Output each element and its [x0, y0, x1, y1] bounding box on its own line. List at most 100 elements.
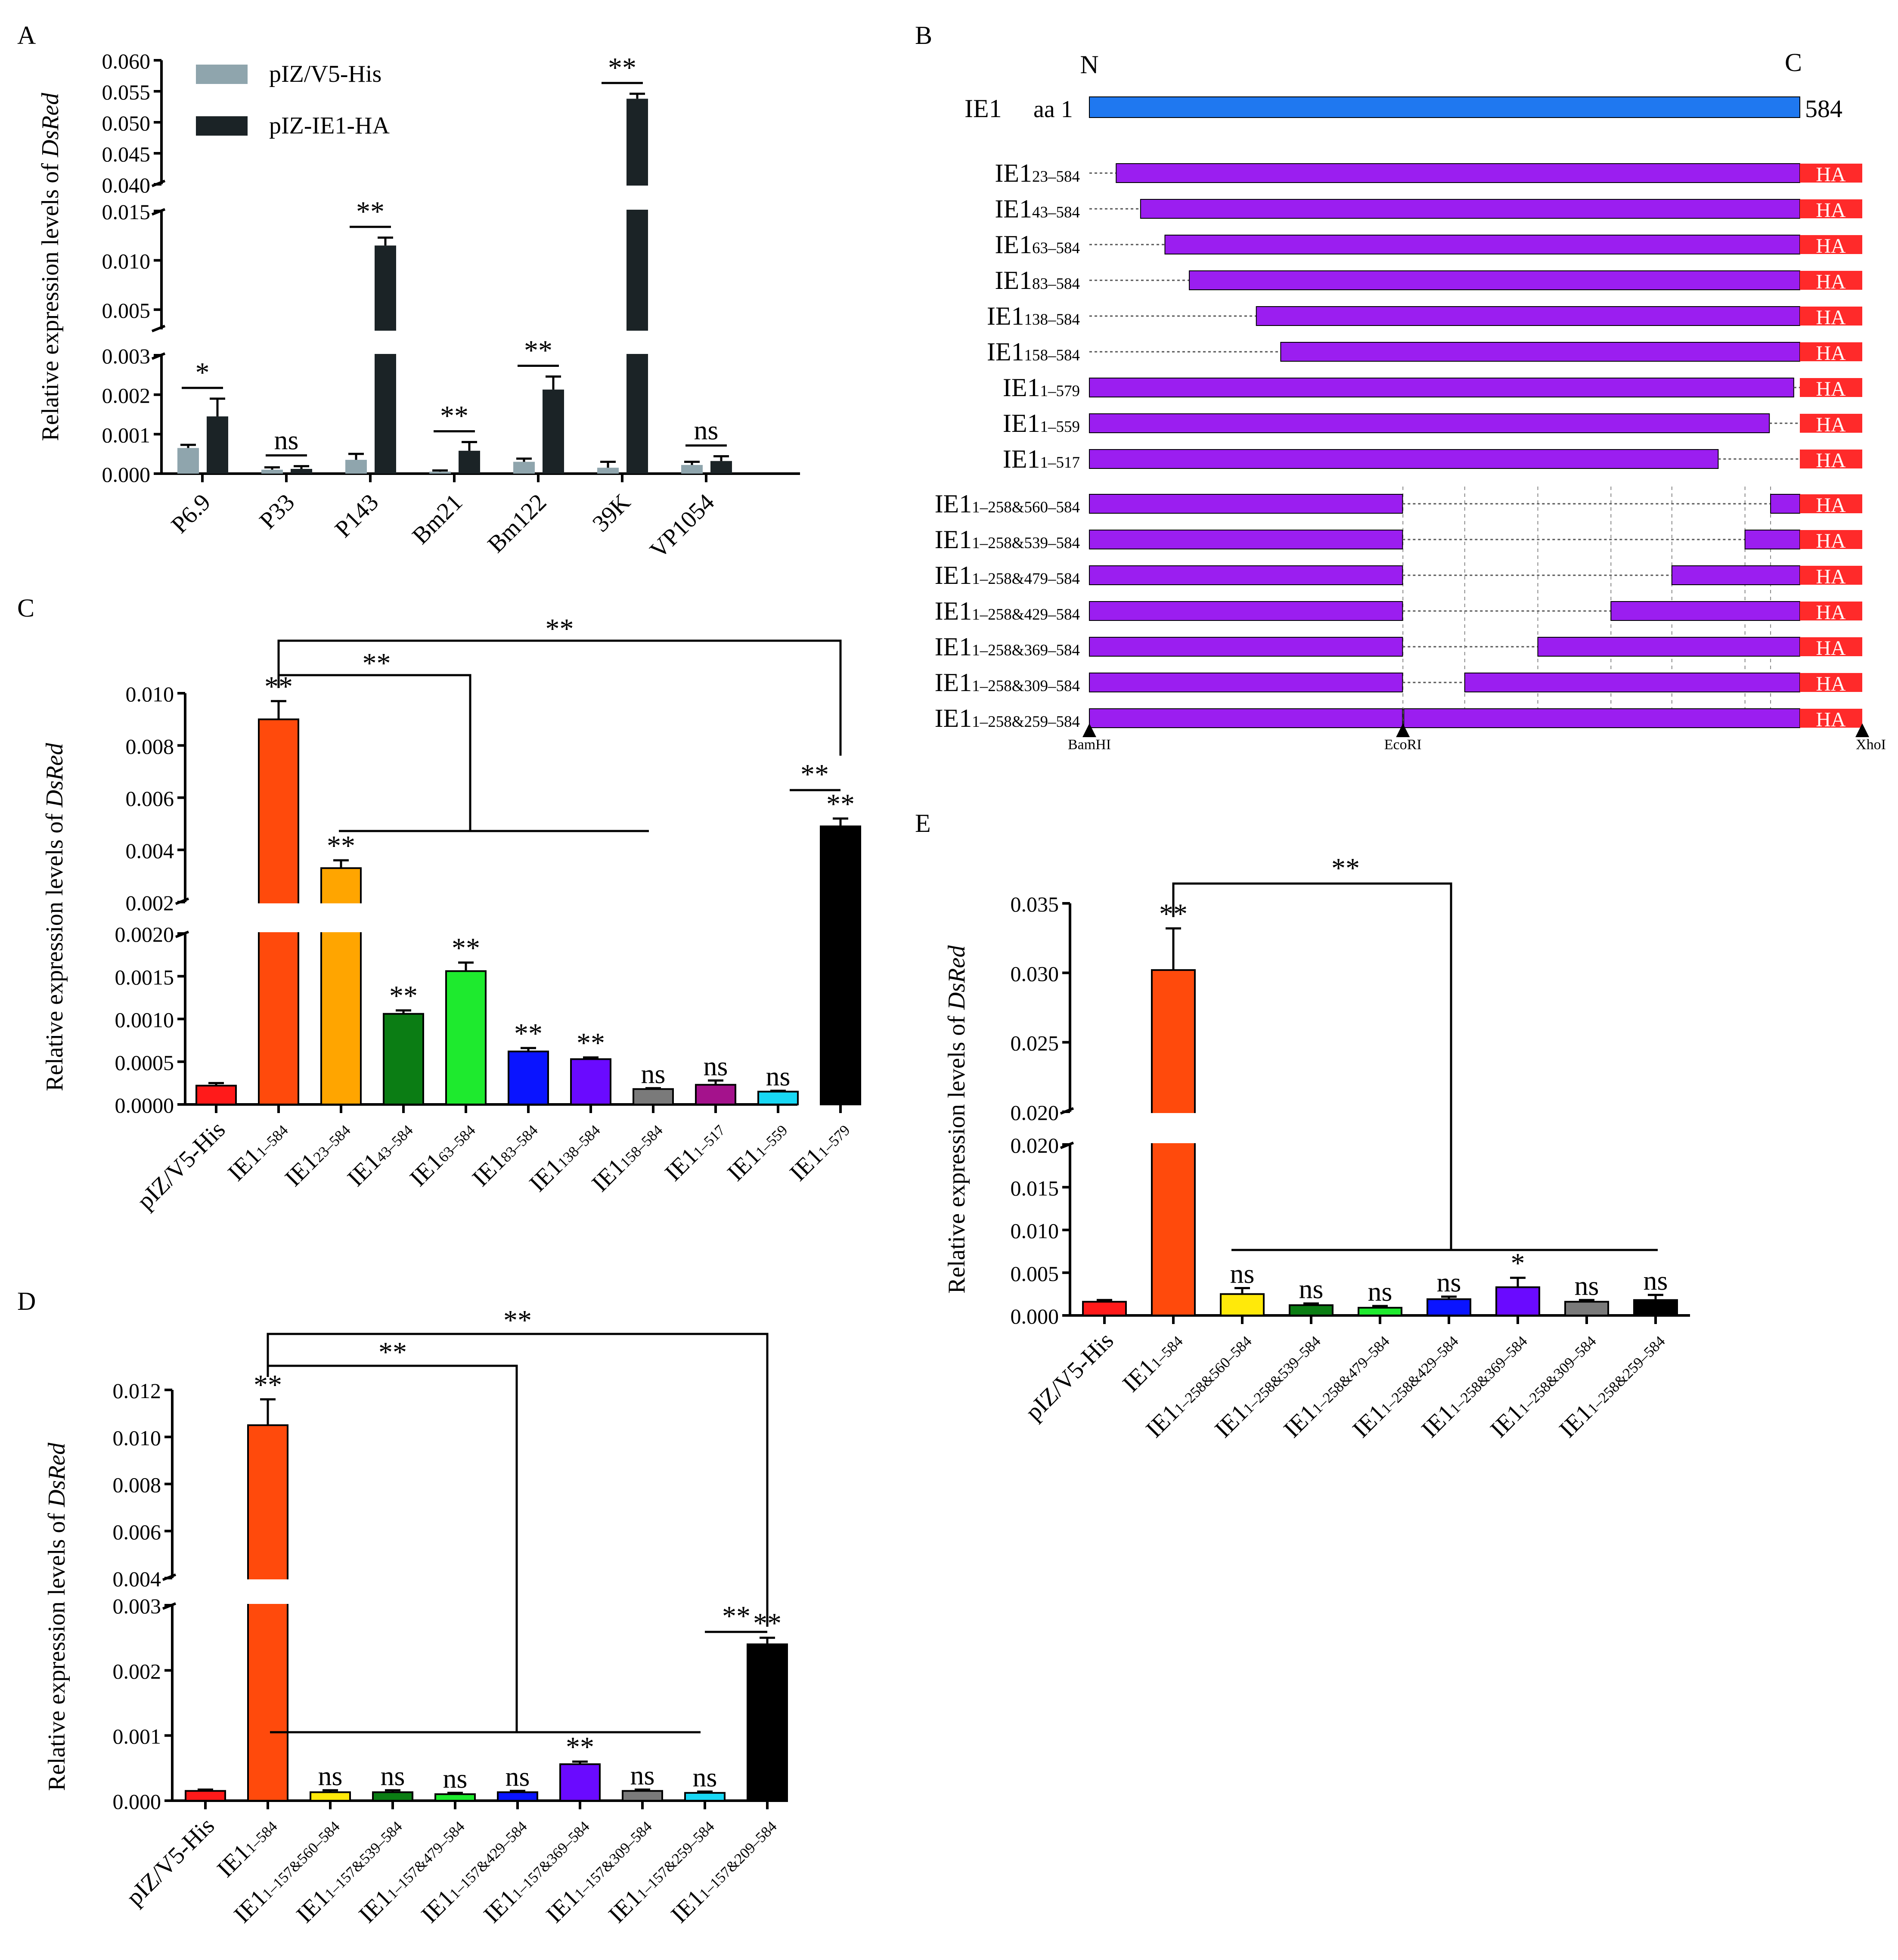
- e-y-axis-title: Relative expression levels of DsRed: [943, 945, 970, 1294]
- b-ha-tag-label: HA: [1816, 199, 1846, 222]
- c-x-tick-label-base: pIZ/V5-His: [132, 1116, 231, 1215]
- b-construct-label: IE11–517: [1003, 445, 1080, 473]
- b-construct-label-sub: 158–584: [1024, 347, 1080, 364]
- b-full-length-bar: [1089, 96, 1800, 118]
- b-construct-segment: [1464, 673, 1800, 692]
- a-bar-ie1: [710, 461, 732, 474]
- b-construct-label-sub: 1–258&429–584: [972, 606, 1080, 623]
- c-x-tick-label: IE11–559: [722, 1116, 792, 1186]
- b-construct-label-base: IE1: [1003, 373, 1040, 402]
- a-x-tick-label: P6.9: [166, 489, 216, 538]
- a-x-tick-label: Bm122: [483, 489, 552, 558]
- d-bracket: [267, 1333, 769, 1627]
- d-x-tick-label: IE11–584: [212, 1812, 282, 1882]
- b-construct-segment: [1116, 163, 1800, 183]
- e-bar: [1633, 1299, 1678, 1317]
- d-significance-label: ns: [693, 1762, 717, 1793]
- b-construct-label: IE11–559: [1003, 409, 1080, 437]
- a-bar-vector: [597, 468, 619, 474]
- a-x-tick-label-base: VP1054: [645, 489, 720, 564]
- b-construct-label-sub: 63–584: [1032, 239, 1080, 257]
- c-axis-break-gap: [189, 903, 797, 932]
- a-x-tick-label: VP1054: [645, 489, 720, 564]
- d-bar: [247, 1424, 288, 1802]
- panel-c: C 0.0000 0.0005 0.0010 0.0015 0.0020 0.002 0.00…: [17, 594, 861, 1215]
- c-bar: [570, 1058, 611, 1105]
- b-ha-tag: [1800, 164, 1862, 183]
- c-bracket-label: **: [363, 648, 391, 679]
- c-x-tick-label: IE11–579: [785, 1116, 855, 1186]
- a-axis-break-mark: [151, 325, 166, 332]
- c-y-tick-label: 0.0000: [115, 1093, 174, 1117]
- e-significance-label: ns: [1437, 1267, 1461, 1297]
- b-construct-label: IE11–258&309–584: [935, 668, 1080, 697]
- b-construct-segment: [1610, 601, 1801, 621]
- d-y-axis-title-prefix: Relative expression levels of: [43, 1507, 70, 1791]
- a-axis-break-gap: [260, 331, 316, 354]
- b-restriction-site-marker: [1855, 723, 1869, 737]
- d-x-tick-label-base: pIZ/V5-His: [121, 1812, 220, 1911]
- d-bracket-label: **: [722, 1600, 751, 1632]
- b-c-terminus-label: C: [1785, 48, 1802, 77]
- a-x-tick-label: Bm21: [407, 489, 468, 549]
- b-ha-tag-label: HA: [1816, 306, 1846, 329]
- b-ha-tag-label: HA: [1816, 413, 1846, 436]
- b-construct-label: IE163–584: [995, 230, 1080, 259]
- b-construct-segment: [1744, 530, 1801, 549]
- a-bar-ie1: [291, 469, 312, 474]
- b-ha-tag: [1800, 271, 1862, 290]
- b-ha-tag-label: HA: [1816, 270, 1846, 293]
- a-y-tick-label: 0.002: [102, 384, 151, 408]
- b-ha-tag-label: HA: [1816, 163, 1846, 186]
- a-axis-break-mark: [151, 352, 166, 360]
- b-construct-segment: [1189, 270, 1800, 290]
- e-y-tick-label: 0.025: [1011, 1031, 1059, 1055]
- b-construct-label-base: IE1: [1003, 445, 1040, 473]
- c-y-tick-label: 0.004: [126, 839, 174, 863]
- b-ha-tag-label: HA: [1816, 530, 1846, 552]
- d-significance-label: ns: [318, 1761, 343, 1791]
- d-y-tick-label: 0.008: [113, 1473, 161, 1497]
- b-construct-segment: [1089, 449, 1719, 469]
- a-significance-label: **: [440, 400, 468, 432]
- a-axis-break-gap: [595, 186, 651, 210]
- c-axis-break-mark: [175, 897, 189, 905]
- b-ha-tag: [1800, 307, 1862, 326]
- a-x-tick-label: P33: [254, 489, 300, 534]
- b-construct-label: IE11–579: [1003, 373, 1080, 402]
- b-construct-label: IE11–258&560–584: [935, 490, 1080, 518]
- b-construct-label-sub: 83–584: [1032, 275, 1080, 293]
- e-bar: [1564, 1301, 1609, 1316]
- a-axis-break-gap: [595, 331, 651, 354]
- b-construct-label: IE11–258&429–584: [935, 597, 1080, 625]
- c-significance-label: **: [389, 980, 418, 1012]
- e-significance-label: *: [1511, 1248, 1525, 1279]
- b-construct-segment: [1089, 565, 1403, 585]
- d-bar: [185, 1790, 226, 1802]
- b-construct-label-base: IE1: [987, 338, 1024, 366]
- e-bar: [1495, 1286, 1540, 1317]
- b-n-terminus-label: N: [1080, 50, 1098, 79]
- panel-label-d: D: [17, 1287, 36, 1315]
- c-x-tick-label-sub: 1–517: [690, 1122, 728, 1160]
- c-x-tick-label-sub: 43–584: [372, 1122, 416, 1166]
- b-construct-segment: [1089, 530, 1403, 549]
- c-x-tick-label: IE1158–584: [587, 1116, 668, 1197]
- d-y-tick-label: 0.006: [113, 1520, 161, 1544]
- e-y-axis-title-gene: DsRed: [943, 945, 970, 1010]
- d-significance-label: ns: [630, 1760, 655, 1790]
- panel-label-a: A: [17, 21, 36, 50]
- d-bracket-label: **: [503, 1305, 532, 1336]
- b-ha-tag-label: HA: [1816, 449, 1846, 472]
- b-ha-tag-label: HA: [1816, 342, 1846, 365]
- panel-a: A 0.000 0.001 0.002 0.003 0.005 0.010 0.015 0.04…: [17, 21, 800, 564]
- a-y-tick-label: 0.001: [102, 423, 151, 447]
- e-bar: [1358, 1307, 1402, 1317]
- e-y-tick-label: 0.020: [1011, 1133, 1059, 1157]
- c-x-tick-label: IE163–584: [405, 1116, 480, 1191]
- b-construct-label: IE1158–584: [987, 338, 1080, 366]
- a-y-tick-label: 0.040: [102, 173, 151, 197]
- b-construct-label-base: IE1: [935, 704, 972, 732]
- e-bracket: [1172, 882, 1452, 1250]
